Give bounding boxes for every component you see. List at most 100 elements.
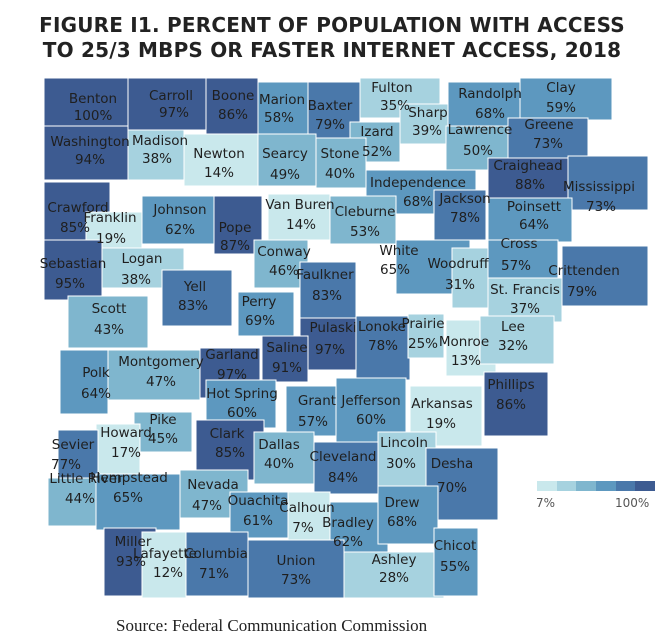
county-name-yell: Yell bbox=[183, 279, 206, 295]
county-name-stone: Stone bbox=[321, 146, 360, 162]
county-value-logan: 38% bbox=[121, 272, 151, 288]
county-value-franklin: 19% bbox=[96, 231, 126, 247]
county-newton bbox=[183, 133, 259, 187]
county-name-lawrence: Lawrence bbox=[448, 122, 513, 138]
legend-swatch bbox=[537, 481, 557, 491]
county-name-desha: Desha bbox=[431, 456, 474, 472]
county-dallas bbox=[253, 431, 315, 485]
county-name-benton: Benton bbox=[69, 91, 117, 107]
county-polk bbox=[59, 349, 109, 415]
county-name-phillips: Phillips bbox=[487, 377, 534, 393]
county-jefferson bbox=[335, 377, 407, 443]
county-name-woodruff: Woodruff bbox=[427, 256, 489, 272]
county-name-pulaski: Pulaski bbox=[309, 320, 356, 336]
county-name-crawford: Crawford bbox=[47, 200, 108, 216]
county-value-mississippi: 73% bbox=[586, 199, 616, 215]
county-value-cleveland: 84% bbox=[328, 470, 358, 486]
legend-swatch bbox=[556, 481, 577, 491]
county-value-faulkner: 83% bbox=[312, 288, 342, 304]
county-name-little-river: Little River bbox=[49, 471, 123, 487]
county-montgomery bbox=[107, 349, 201, 401]
county-chicot bbox=[433, 527, 479, 597]
county-value-st-francis: 37% bbox=[510, 301, 540, 317]
county-value-jackson: 78% bbox=[450, 210, 480, 226]
county-phillips bbox=[483, 371, 549, 437]
county-boone bbox=[205, 77, 259, 135]
county-prairie bbox=[407, 313, 445, 359]
county-name-van-buren: Van Buren bbox=[265, 197, 334, 213]
county-pulaski bbox=[299, 317, 357, 371]
county-name-montgomery: Montgomery bbox=[118, 354, 204, 370]
county-cleburne bbox=[329, 195, 397, 245]
county-value-ashley: 28% bbox=[379, 570, 409, 586]
county-conway bbox=[253, 239, 309, 289]
county-name-sevier: Sevier bbox=[52, 437, 95, 453]
county-name-nevada: Nevada bbox=[187, 477, 239, 493]
county-value-perry: 69% bbox=[245, 313, 275, 329]
county-name-grant: Grant bbox=[298, 393, 336, 409]
county-name-newton: Newton bbox=[193, 146, 245, 162]
county-name-jackson: Jackson bbox=[438, 191, 490, 207]
county-value-clark: 85% bbox=[215, 445, 245, 461]
county-value-nevada: 47% bbox=[192, 498, 222, 514]
county-name-sebastian: Sebastian bbox=[40, 256, 107, 272]
county-name-pike: Pike bbox=[149, 412, 176, 428]
county-marion bbox=[257, 81, 309, 135]
county-grant bbox=[285, 385, 337, 437]
figure-title: FIGURE I1. PERCENT OF POPULATION WITH AC… bbox=[39, 13, 625, 37]
county-value-lafayette: 12% bbox=[153, 565, 183, 581]
county-name-fulton: Fulton bbox=[371, 80, 412, 96]
county-name-conway: Conway bbox=[257, 244, 311, 260]
county-name-johnson: Johnson bbox=[152, 202, 206, 218]
county-lee bbox=[479, 315, 555, 365]
county-stone bbox=[315, 137, 367, 189]
county-name-arkansas: Arkansas bbox=[411, 396, 473, 412]
county-jackson bbox=[433, 189, 487, 241]
county-value-izard: 52% bbox=[362, 144, 392, 160]
county-value-howard: 17% bbox=[111, 445, 141, 461]
county-value-prairie: 25% bbox=[408, 336, 438, 352]
county-value-hempstead: 65% bbox=[113, 490, 143, 506]
county-name-scott: Scott bbox=[92, 301, 127, 317]
county-value-randolph: 68% bbox=[475, 106, 505, 122]
county-value-washington: 94% bbox=[75, 152, 105, 168]
county-columbia bbox=[185, 531, 249, 597]
legend-swatch bbox=[615, 481, 636, 491]
county-sevier bbox=[57, 429, 99, 479]
county-name-dallas: Dallas bbox=[258, 437, 299, 453]
county-name-perry: Perry bbox=[242, 294, 277, 310]
county-perry bbox=[237, 291, 295, 337]
county-name-boone: Boone bbox=[212, 88, 255, 104]
county-name-marion: Marion bbox=[259, 92, 305, 108]
county-value-woodruff: 31% bbox=[445, 277, 475, 293]
county-saline bbox=[261, 335, 309, 383]
county-value-van-buren: 14% bbox=[286, 217, 316, 233]
county-name-polk: Polk bbox=[82, 365, 110, 381]
county-name-washington: Washington bbox=[50, 134, 129, 150]
county-value-montgomery: 47% bbox=[146, 374, 176, 390]
county-carroll bbox=[127, 77, 207, 131]
county-scott bbox=[67, 295, 149, 349]
county-value-phillips: 86% bbox=[496, 397, 526, 413]
county-value-johnson: 62% bbox=[165, 222, 195, 238]
county-value-miller: 93% bbox=[116, 554, 146, 570]
county-name-monroe: Monroe bbox=[439, 334, 489, 350]
county-value-garland: 97% bbox=[217, 367, 247, 383]
county-name-miller: Miller bbox=[115, 534, 152, 550]
county-value-hot-spring: 60% bbox=[227, 405, 257, 421]
county-ouachita bbox=[229, 491, 289, 539]
legend-swatch bbox=[576, 481, 597, 491]
county-value-white: 65% bbox=[380, 262, 410, 278]
county-name-logan: Logan bbox=[122, 251, 163, 267]
county-value-independence: 68% bbox=[403, 194, 433, 210]
county-value-crawford: 85% bbox=[60, 220, 90, 236]
county-clay bbox=[519, 77, 613, 121]
legend-color-scale bbox=[537, 481, 656, 491]
county-value-calhoun: 7% bbox=[292, 520, 314, 536]
county-van-buren bbox=[267, 193, 331, 241]
county-name-drew: Drew bbox=[385, 495, 420, 511]
county-name-madison: Madison bbox=[132, 133, 188, 149]
county-cross bbox=[487, 239, 559, 279]
legend-max-label: 100% bbox=[615, 496, 650, 510]
